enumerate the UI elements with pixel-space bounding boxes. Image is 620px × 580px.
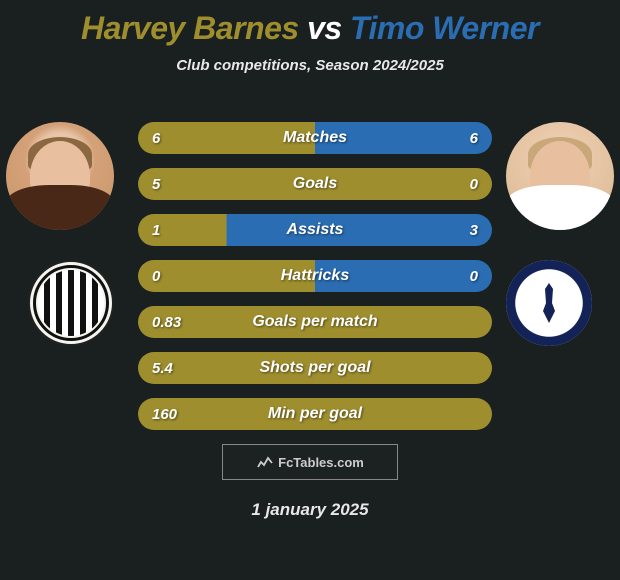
- comparison-title: Harvey Barnes vs Timo Werner: [0, 0, 620, 47]
- stat-row-goals-per-match: 0.83Goals per match: [138, 306, 492, 338]
- stats-table: 6Matches65Goals01Assists30Hattricks00.83…: [138, 122, 492, 444]
- stat-value-p2: 0: [470, 176, 478, 193]
- stat-label: Goals: [138, 175, 492, 193]
- watermark: FcTables.com: [222, 444, 398, 480]
- stat-value-p1: 6: [152, 130, 160, 147]
- stat-row-matches: 6Matches6: [138, 122, 492, 154]
- player1-name: Harvey Barnes: [81, 10, 299, 46]
- player1-avatar: [6, 122, 114, 230]
- stat-label: Assists: [138, 221, 492, 239]
- stat-value-p2: 3: [470, 222, 478, 239]
- stat-row-min-per-goal: 160Min per goal: [138, 398, 492, 430]
- stat-row-shots-per-goal: 5.4Shots per goal: [138, 352, 492, 384]
- stat-label: Hattricks: [138, 267, 492, 285]
- season-subtitle: Club competitions, Season 2024/2025: [0, 57, 620, 74]
- stat-value-p1: 0.83: [152, 314, 181, 331]
- stat-row-hattricks: 0Hattricks0: [138, 260, 492, 292]
- player1-club-logo: [28, 260, 114, 346]
- player2-club-logo: [506, 260, 592, 346]
- stat-value-p1: 5.4: [152, 360, 173, 377]
- player2-avatar: [506, 122, 614, 230]
- stat-value-p1: 5: [152, 176, 160, 193]
- stat-label: Matches: [138, 129, 492, 147]
- stat-row-goals: 5Goals0: [138, 168, 492, 200]
- vs-text: vs: [307, 10, 342, 46]
- stat-value-p2: 6: [470, 130, 478, 147]
- stat-row-assists: 1Assists3: [138, 214, 492, 246]
- stat-value-p2: 0: [470, 268, 478, 285]
- stat-label: Shots per goal: [138, 359, 492, 377]
- date-label: 1 january 2025: [0, 500, 620, 520]
- player2-name: Timo Werner: [350, 10, 539, 46]
- stat-label: Goals per match: [138, 313, 492, 331]
- stat-label: Min per goal: [138, 405, 492, 423]
- stat-value-p1: 160: [152, 406, 177, 423]
- watermark-text: FcTables.com: [278, 455, 364, 470]
- stat-value-p1: 0: [152, 268, 160, 285]
- stat-value-p1: 1: [152, 222, 160, 239]
